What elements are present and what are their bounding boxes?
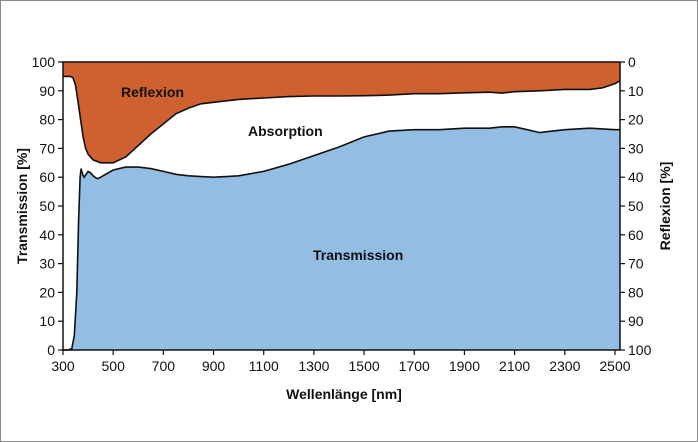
y-right-tick-label: 30: [628, 140, 644, 156]
y-axis-left-label: Transmission [%]: [14, 148, 30, 264]
x-tick-label: 900: [202, 358, 226, 374]
y-left-tick-label: 70: [39, 140, 55, 156]
reflexion-area: [63, 62, 620, 163]
x-tick-label: 1300: [298, 358, 329, 374]
y-left-tick-label: 10: [39, 313, 55, 329]
x-axis-label: Wellenlänge [nm]: [286, 386, 402, 402]
x-tick-label: 300: [51, 358, 75, 374]
y-left-tick-label: 90: [39, 83, 55, 99]
x-tick-label: 2500: [599, 358, 630, 374]
y-right-tick-label: 100: [628, 342, 652, 358]
x-tick-label: 1900: [449, 358, 480, 374]
y-left-tick-label: 0: [47, 342, 55, 358]
y-right-tick-label: 40: [628, 169, 644, 185]
x-tick-label: 1700: [399, 358, 430, 374]
y-left-tick-label: 100: [32, 54, 56, 70]
absorption-region-label: Absorption: [248, 123, 323, 139]
reflexion-line: [63, 75, 621, 164]
y-left-tick-label: 80: [39, 112, 55, 128]
x-tick-label: 500: [102, 358, 126, 374]
x-tick-label: 1100: [249, 358, 279, 374]
y-left-tick-label: 20: [39, 284, 55, 300]
y-right-tick-label: 10: [628, 83, 644, 99]
transmission-region-label: Transmission: [313, 247, 403, 263]
y-left-tick-label: 60: [39, 169, 55, 185]
y-left-tick-label: 30: [39, 256, 55, 272]
y-right-tick-label: 20: [628, 112, 644, 128]
y-right-tick-label: 80: [628, 284, 644, 300]
transmission-line: [63, 126, 620, 351]
y-left-tick-label: 50: [39, 198, 55, 214]
x-tick-label: 700: [152, 358, 176, 374]
y-right-tick-label: 50: [628, 198, 644, 214]
y-left-tick-label: 40: [39, 227, 55, 243]
x-tick-label: 1500: [349, 358, 380, 374]
reflexion-region-label: Reflexion: [121, 84, 184, 100]
x-tick-label: 2100: [499, 358, 530, 374]
y-right-tick-label: 60: [628, 227, 644, 243]
y-right-tick-label: 0: [628, 54, 636, 70]
y-right-tick-label: 70: [628, 256, 644, 272]
y-right-tick-label: 90: [628, 313, 644, 329]
y-axis-right-label: Reflexion [%]: [657, 162, 673, 251]
x-tick-label: 2300: [549, 358, 580, 374]
transmission-area: [63, 126, 620, 350]
